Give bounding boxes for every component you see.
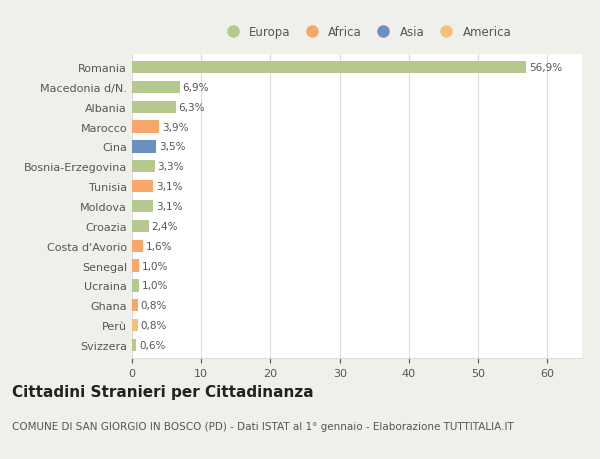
Bar [132,180,154,193]
Bar [132,260,139,272]
Legend: Europa, Africa, Asia, America: Europa, Africa, Asia, America [216,22,516,44]
Bar [132,82,180,94]
Bar [132,280,139,292]
Text: 3,9%: 3,9% [162,123,188,132]
Text: Cittadini Stranieri per Cittadinanza: Cittadini Stranieri per Cittadinanza [12,384,314,399]
Text: 3,5%: 3,5% [159,142,185,152]
Text: 0,8%: 0,8% [140,320,167,330]
Bar [132,62,526,74]
Text: 6,9%: 6,9% [182,83,209,93]
Bar [132,339,136,351]
Text: 6,3%: 6,3% [178,102,205,112]
Text: 1,6%: 1,6% [146,241,172,251]
Text: 3,1%: 3,1% [156,182,183,192]
Bar [132,121,159,134]
Text: 2,4%: 2,4% [151,221,178,231]
Text: COMUNE DI SAN GIORGIO IN BOSCO (PD) - Dati ISTAT al 1° gennaio - Elaborazione TU: COMUNE DI SAN GIORGIO IN BOSCO (PD) - Da… [12,421,514,431]
Text: 0,6%: 0,6% [139,340,165,350]
Bar [132,299,137,312]
Text: 3,3%: 3,3% [158,162,184,172]
Text: 3,1%: 3,1% [156,202,183,212]
Text: 0,8%: 0,8% [140,301,167,311]
Bar [132,101,176,114]
Bar [132,240,143,252]
Bar [132,220,149,233]
Text: 1,0%: 1,0% [142,261,168,271]
Text: 56,9%: 56,9% [529,63,562,73]
Bar [132,319,137,331]
Text: 1,0%: 1,0% [142,281,168,291]
Bar [132,161,155,173]
Bar [132,201,154,213]
Bar [132,141,156,153]
